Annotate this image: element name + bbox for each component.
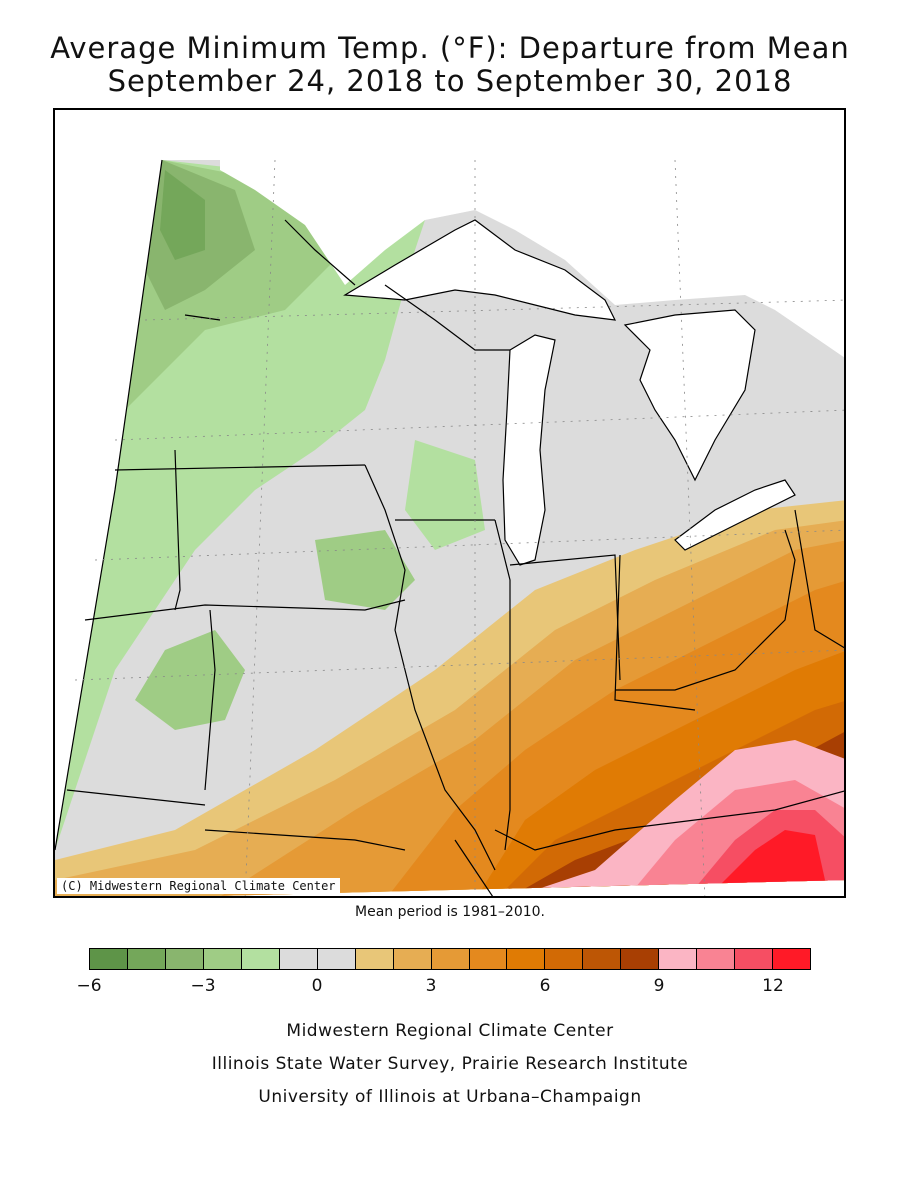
legend-swatch — [431, 949, 470, 969]
legend-swatch — [393, 949, 432, 969]
legend-swatch — [127, 949, 166, 969]
map-title-line-1: Average Minimum Temp. (°F): Departure fr… — [50, 31, 850, 65]
map-panel: (C) Midwestern Regional Climate Center — [53, 108, 846, 898]
state-borders — [55, 159, 844, 896]
legend-swatch — [279, 949, 318, 969]
color-scale-legend — [89, 948, 811, 970]
legend-swatch — [90, 949, 128, 969]
legend-tick-label: 6 — [539, 976, 551, 996]
legend-tick-label: 12 — [762, 976, 784, 996]
anomaly-zone-cool — [315, 530, 415, 610]
legend-swatch — [621, 949, 660, 969]
legend-tick-label: 0 — [311, 976, 323, 996]
anomaly-zone-cool — [160, 170, 205, 260]
legend-swatch — [735, 949, 774, 969]
legend-swatch — [583, 949, 622, 969]
legend-tick-label: 9 — [653, 976, 665, 996]
legend-swatch — [773, 949, 811, 969]
footer-line-2: Illinois State Water Survey, Prairie Res… — [211, 1054, 689, 1074]
legend-swatch — [355, 949, 394, 969]
lat-lon-grid — [74, 159, 844, 896]
mean-period-note: Mean period is 1981–2010. — [355, 904, 545, 920]
legend-swatch — [469, 949, 508, 969]
footer-line-1: Midwestern Regional Climate Center — [286, 1021, 614, 1041]
footer-line-3: University of Illinois at Urbana–Champai… — [258, 1087, 642, 1107]
legend-swatch — [317, 949, 356, 969]
map-canvas — [55, 159, 844, 896]
legend-swatch — [241, 949, 280, 969]
legend-swatch — [545, 949, 584, 969]
lake-huron — [623, 309, 756, 482]
anomaly-zone-cool — [135, 630, 245, 730]
legend-swatch — [659, 949, 698, 969]
lake-erie — [674, 479, 796, 551]
anomaly-zone-cool — [405, 440, 485, 550]
legend-swatch — [165, 949, 204, 969]
legend-swatch — [507, 949, 546, 969]
legend-tick-label: −3 — [190, 976, 216, 996]
legend-swatch — [697, 949, 736, 969]
lake-superior — [343, 219, 617, 321]
temperature-anomaly-field — [55, 160, 844, 896]
canada-region — [220, 160, 844, 358]
legend-swatch — [203, 949, 242, 969]
legend-tick-label: 3 — [425, 976, 437, 996]
legend-tick-label: −6 — [76, 976, 102, 996]
map-copyright: (C) Midwestern Regional Climate Center — [57, 878, 340, 894]
lake-michigan — [502, 334, 556, 566]
map-title-line-2: September 24, 2018 to September 30, 2018 — [107, 64, 793, 98]
